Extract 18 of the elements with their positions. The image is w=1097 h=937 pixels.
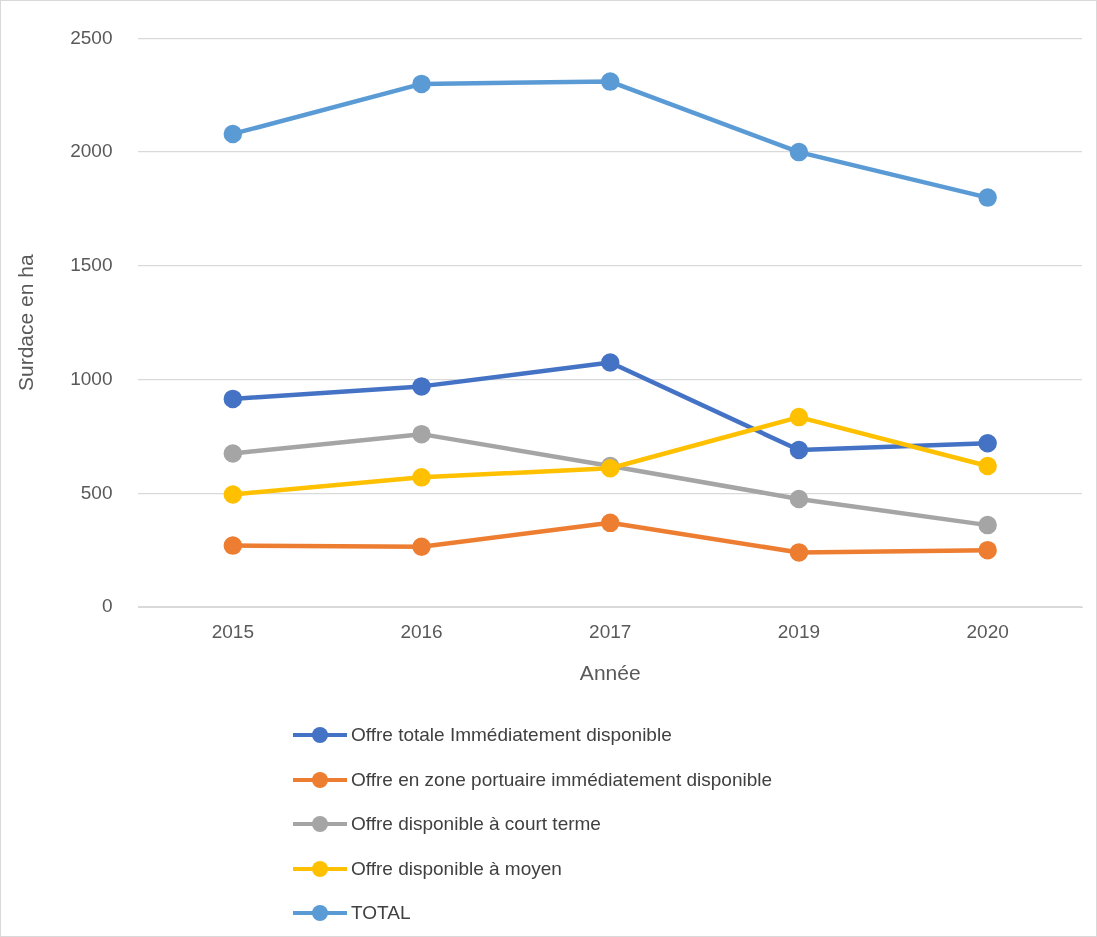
legend-label: Offre totale Immédiatement disponible bbox=[351, 724, 672, 747]
y-tick-label: 500 bbox=[80, 481, 113, 503]
x-tick-label: 2017 bbox=[589, 620, 632, 642]
x-tick-label: 2020 bbox=[966, 620, 1009, 642]
legend-label: Offre disponible à court terme bbox=[351, 813, 601, 836]
y-tick-label: 1500 bbox=[70, 254, 113, 276]
y-tick-label: 1000 bbox=[70, 367, 113, 389]
x-axis-title: Année bbox=[579, 661, 641, 685]
legend-label: TOTAL bbox=[351, 902, 411, 925]
x-tick-label: 2016 bbox=[400, 620, 443, 642]
y-axis-title: Surdace en ha bbox=[14, 254, 38, 391]
x-tick-label: 2015 bbox=[211, 620, 254, 642]
legend-label: Offre en zone portuaire immédiatement disponible bbox=[351, 768, 773, 791]
y-tick-label: 2500 bbox=[70, 26, 113, 48]
y-tick-label: 2000 bbox=[70, 140, 113, 162]
legend-label: Offre disponible à moyen bbox=[351, 857, 562, 880]
x-tick-label: 2019 bbox=[777, 620, 821, 642]
y-tick-label: 0 bbox=[101, 595, 113, 617]
